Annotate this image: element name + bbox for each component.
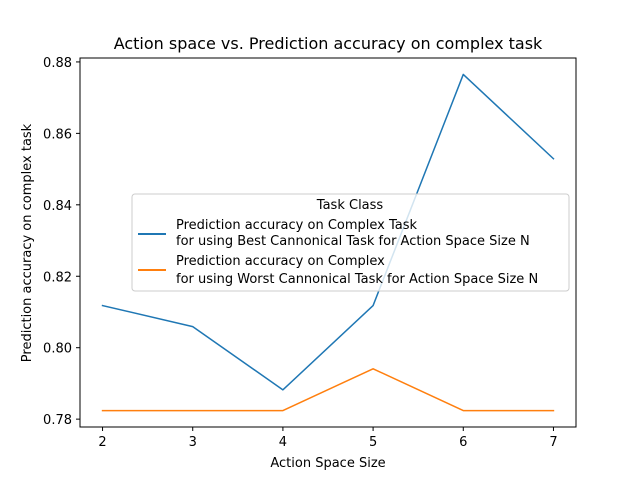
y-axis-label: Prediction accuracy on complex task <box>20 123 35 362</box>
y-axis: 0.78 0.80 0.82 0.84 0.86 0.88 <box>43 56 80 428</box>
y-tick-label: 0.80 <box>43 342 72 357</box>
legend-label-worst-line1: Prediction accuracy on Complex <box>176 254 385 269</box>
y-tick-label: 0.84 <box>43 199 72 214</box>
series-line-worst <box>101 368 555 412</box>
x-axis-label: Action Space Size <box>270 456 385 471</box>
y-tick-label: 0.86 <box>43 127 72 142</box>
x-tick-label: 4 <box>279 435 287 450</box>
legend: Task Class Prediction accuracy on Comple… <box>131 193 570 292</box>
x-tick-label: 3 <box>189 435 197 450</box>
x-tick-label: 2 <box>98 435 106 450</box>
series-layer <box>101 73 555 412</box>
x-tick-label: 7 <box>549 435 557 450</box>
plot-frame <box>79 57 577 428</box>
x-axis: 2 3 4 5 6 7 <box>98 427 558 450</box>
legend-frame <box>131 193 570 292</box>
y-tick-label: 0.82 <box>43 270 72 285</box>
legend-label-best-line1: Prediction accuracy on Complex Task <box>176 218 418 233</box>
legend-label-worst-line2: for using Worst Cannonical Task for Acti… <box>176 272 538 287</box>
chart-title: Action space vs. Prediction accuracy on … <box>114 34 543 53</box>
x-tick-label: 5 <box>369 435 377 450</box>
x-tick-label: 6 <box>459 435 467 450</box>
legend-title: Task Class <box>316 198 384 213</box>
series-line-best <box>101 73 555 391</box>
legend-label-best-line2: for using Best Cannonical Task for Actio… <box>176 234 530 249</box>
y-tick-label: 0.78 <box>43 413 72 428</box>
y-tick-label: 0.88 <box>43 56 72 71</box>
